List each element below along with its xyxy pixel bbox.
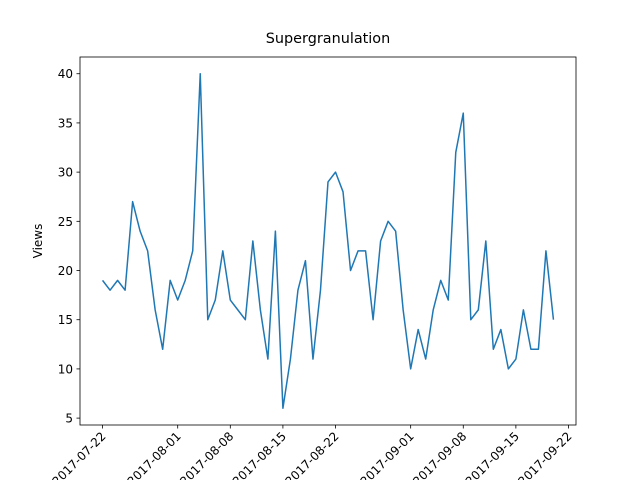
y-tick-label: 30 <box>58 166 73 180</box>
line <box>101 72 555 410</box>
y-tick-label: 15 <box>58 313 73 327</box>
y-tick-label: 5 <box>65 412 73 426</box>
axes-frame <box>79 56 577 426</box>
y-tick-label: 35 <box>58 116 73 130</box>
chart-title: Supergranulation <box>266 31 390 47</box>
y-tick-label: 10 <box>58 362 73 376</box>
y-tick-label: 40 <box>58 67 73 81</box>
y-axis-label: Views <box>31 224 45 259</box>
y-tick-label: 25 <box>58 215 73 229</box>
y-tick-label: 20 <box>58 264 73 278</box>
